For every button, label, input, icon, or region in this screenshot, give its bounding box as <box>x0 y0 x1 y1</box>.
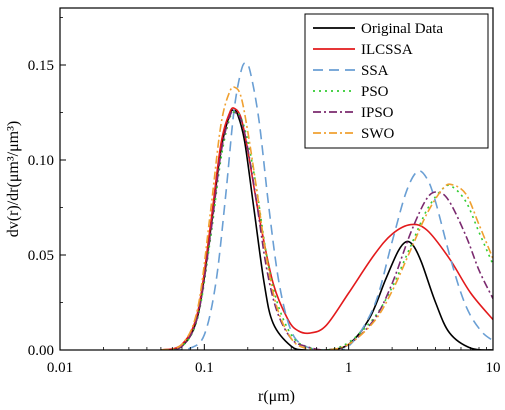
series-line-original-data <box>160 109 493 350</box>
x-tick-label: 0.1 <box>195 360 214 376</box>
x-tick-label: 10 <box>486 360 501 376</box>
y-tick-label: 0.00 <box>28 343 54 359</box>
series-line-ilcssa <box>160 107 493 350</box>
series-line-swo <box>160 86 493 350</box>
axes <box>59 7 494 351</box>
x-tick-label: 1 <box>345 360 353 376</box>
y-tick-label: 0.15 <box>28 58 54 74</box>
legend-label: PSO <box>361 84 389 100</box>
legend-label: SWO <box>361 126 395 142</box>
ticks: 0.01 0.1 1 10 0.00 0.05 0.10 0.15 <box>28 17 501 376</box>
x-axis-label: r(μm) <box>258 388 295 405</box>
y-tick-label: 0.10 <box>28 153 54 169</box>
legend-box <box>304 13 489 149</box>
y-axis-label: dv(r)/dr(μm³/μm³) <box>5 121 22 238</box>
legend-label: IPSO <box>361 105 394 121</box>
legend-label: ILCSSA <box>361 42 413 58</box>
legend: Original Data ILCSSA SSA PSO IPSO SWO <box>304 13 489 149</box>
legend-label: SSA <box>361 63 389 79</box>
axes-frame <box>59 7 494 351</box>
y-tick-label: 0.05 <box>28 248 54 264</box>
series-line-ssa <box>172 62 493 350</box>
legend-label: Original Data <box>361 21 443 37</box>
plot-area <box>160 62 493 350</box>
x-tick-label: 0.01 <box>47 360 73 376</box>
